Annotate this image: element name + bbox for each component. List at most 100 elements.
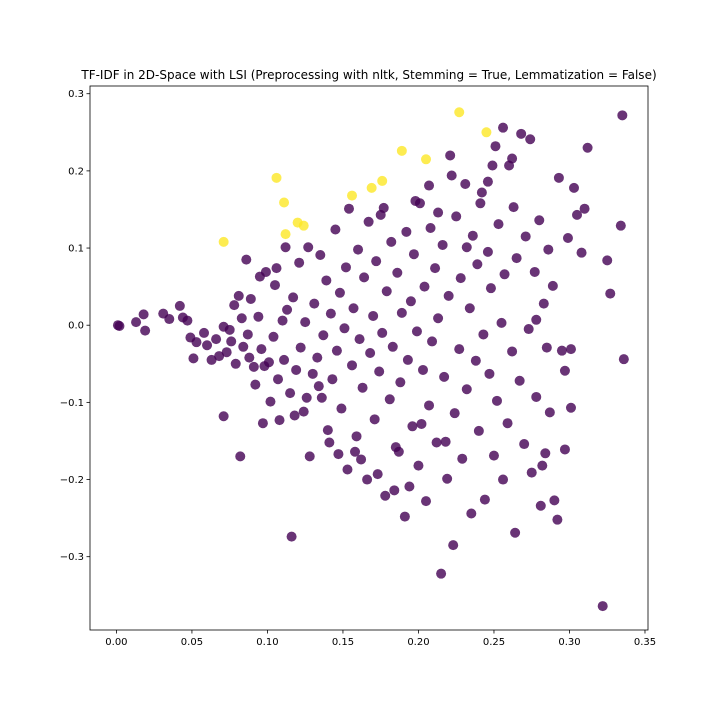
scatter-point-cluster-0-202 [433, 207, 444, 218]
scatter-point-cluster-0-53 [303, 242, 314, 253]
scatter-point-cluster-0-13 [199, 327, 210, 338]
scatter-point-cluster-0-214 [324, 437, 335, 448]
scatter-point-cluster-0-170 [547, 280, 558, 291]
scatter-point-cluster-0-138 [479, 494, 490, 505]
scatter-point-cluster-0-148 [499, 269, 510, 280]
scatter-point-cluster-0-26 [238, 341, 249, 352]
scatter-point-cluster-0-127 [457, 453, 468, 464]
x-tick-label: 0.00 [105, 637, 127, 648]
scatter-point-cluster-0-4 [140, 325, 151, 336]
scatter-point-cluster-0-203 [424, 180, 435, 191]
scatter-point-cluster-0-19 [218, 411, 229, 422]
scatter-point-cluster-0-105 [413, 460, 424, 471]
scatter-point-cluster-0-161 [526, 467, 537, 478]
scatter-point-cluster-0-213 [333, 449, 344, 460]
scatter-point-cluster-0-117 [437, 239, 448, 250]
scatter-point-cluster-0-52 [300, 317, 311, 328]
scatter-point-cluster-0-1 [114, 320, 125, 331]
scatter-point-cluster-0-174 [556, 345, 567, 356]
scatter-point-cluster-0-40 [273, 374, 284, 385]
scatter-point-cluster-1-3 [280, 229, 291, 240]
scatter-point-cluster-0-109 [421, 496, 432, 507]
scatter-point-cluster-0-178 [569, 182, 579, 193]
scatter-point-cluster-0-90 [381, 286, 392, 297]
scatter-point-cluster-0-184 [602, 255, 613, 266]
scatter-point-cluster-0-194 [507, 153, 518, 164]
x-tick-label: 0.15 [332, 637, 354, 648]
scatter-point-cluster-1-9 [396, 145, 407, 156]
scatter-point-cluster-0-224 [224, 324, 235, 335]
scatter-point-cluster-0-206 [404, 481, 415, 492]
scatter-point-cluster-0-192 [537, 460, 548, 471]
scatter-point-cluster-0-17 [214, 351, 225, 362]
scatter-point-cluster-0-86 [374, 366, 385, 377]
scatter-point-cluster-0-38 [268, 331, 279, 342]
scatter-point-cluster-0-198 [475, 198, 486, 209]
scatter-point-cluster-0-143 [490, 141, 501, 152]
scatter-point-cluster-0-166 [538, 298, 549, 309]
scatter-point-cluster-0-120 [443, 290, 454, 301]
scatter-point-cluster-0-220 [259, 361, 270, 372]
scatter-point-cluster-0-118 [439, 371, 450, 382]
scatter-point-cluster-0-155 [514, 375, 525, 386]
scatter-point-cluster-0-65 [330, 224, 341, 235]
scatter-point-cluster-0-196 [487, 160, 498, 171]
scatter-point-cluster-0-102 [407, 421, 418, 432]
scatter-point-cluster-0-2 [131, 317, 142, 328]
scatter-point-cluster-0-88 [377, 327, 388, 338]
scatter-point-cluster-0-16 [211, 334, 222, 345]
scatter-point-cluster-0-96 [395, 377, 406, 388]
scatter-point-cluster-0-100 [402, 354, 413, 365]
scatter-point-cluster-0-93 [387, 341, 398, 352]
scatter-point-cluster-1-2 [279, 197, 290, 208]
scatter-point-cluster-0-32 [253, 311, 264, 322]
scatter-point-cluster-0-122 [448, 540, 459, 551]
scatter-point-cluster-0-22 [229, 300, 240, 311]
scatter-point-cluster-0-29 [245, 293, 256, 304]
scatter-point-cluster-0-164 [534, 215, 545, 226]
scatter-point-cluster-0-141 [485, 283, 496, 294]
scatter-point-cluster-0-212 [350, 446, 361, 457]
scatter-point-cluster-0-128 [460, 179, 471, 189]
x-tick-label: 0.30 [558, 637, 580, 648]
scatter-point-cluster-0-131 [466, 508, 477, 519]
y-tick-label: 0.3 [68, 89, 84, 100]
scatter-point-cluster-0-152 [508, 202, 519, 213]
scatter-point-cluster-0-119 [442, 473, 453, 484]
scatter-point-cluster-0-12 [191, 337, 202, 348]
scatter-point-cluster-0-66 [331, 345, 342, 356]
scatter-point-cluster-0-176 [562, 233, 573, 244]
scatter-point-cluster-0-75 [351, 431, 362, 442]
y-tick-label: −0.1 [60, 398, 84, 409]
scatter-point-cluster-0-45 [285, 388, 296, 399]
scatter-point-cluster-0-199 [461, 242, 472, 253]
scatter-point-cluster-0-124 [451, 211, 462, 222]
scatter-point-cluster-0-56 [309, 298, 320, 309]
scatter-point-cluster-0-58 [315, 249, 326, 260]
scatter-point-cluster-0-183 [597, 601, 608, 612]
scatter-point-cluster-0-223 [236, 313, 247, 324]
scatter-point-cluster-0-142 [488, 450, 499, 461]
scatter-point-cluster-0-179 [572, 209, 583, 220]
scatter-point-cluster-0-168 [543, 244, 554, 255]
scatter-point-cluster-0-205 [410, 195, 421, 206]
scatter-point-cluster-0-51 [298, 406, 309, 417]
scatter-point-cluster-0-6 [164, 314, 175, 325]
scatter-point-cluster-0-181 [579, 203, 590, 214]
scatter-point-cluster-0-139 [482, 246, 493, 257]
scatter-point-cluster-0-112 [427, 336, 438, 347]
scatter-point-cluster-0-81 [363, 216, 374, 227]
scatter-point-cluster-0-191 [541, 342, 552, 353]
scatter-point-cluster-0-47 [288, 292, 299, 303]
scatter-point-cluster-0-55 [307, 368, 318, 379]
y-tick-label: 0.0 [68, 321, 84, 332]
x-tick-label: 0.05 [181, 637, 203, 648]
scatter-point-cluster-0-123 [449, 408, 460, 419]
y-tick-label: 0.1 [68, 244, 84, 255]
scatter-point-cluster-0-41 [274, 415, 285, 426]
scatter-point-cluster-0-114 [431, 437, 442, 448]
scatter-point-cluster-1-5 [298, 220, 309, 231]
x-tick-label: 0.25 [483, 637, 505, 648]
